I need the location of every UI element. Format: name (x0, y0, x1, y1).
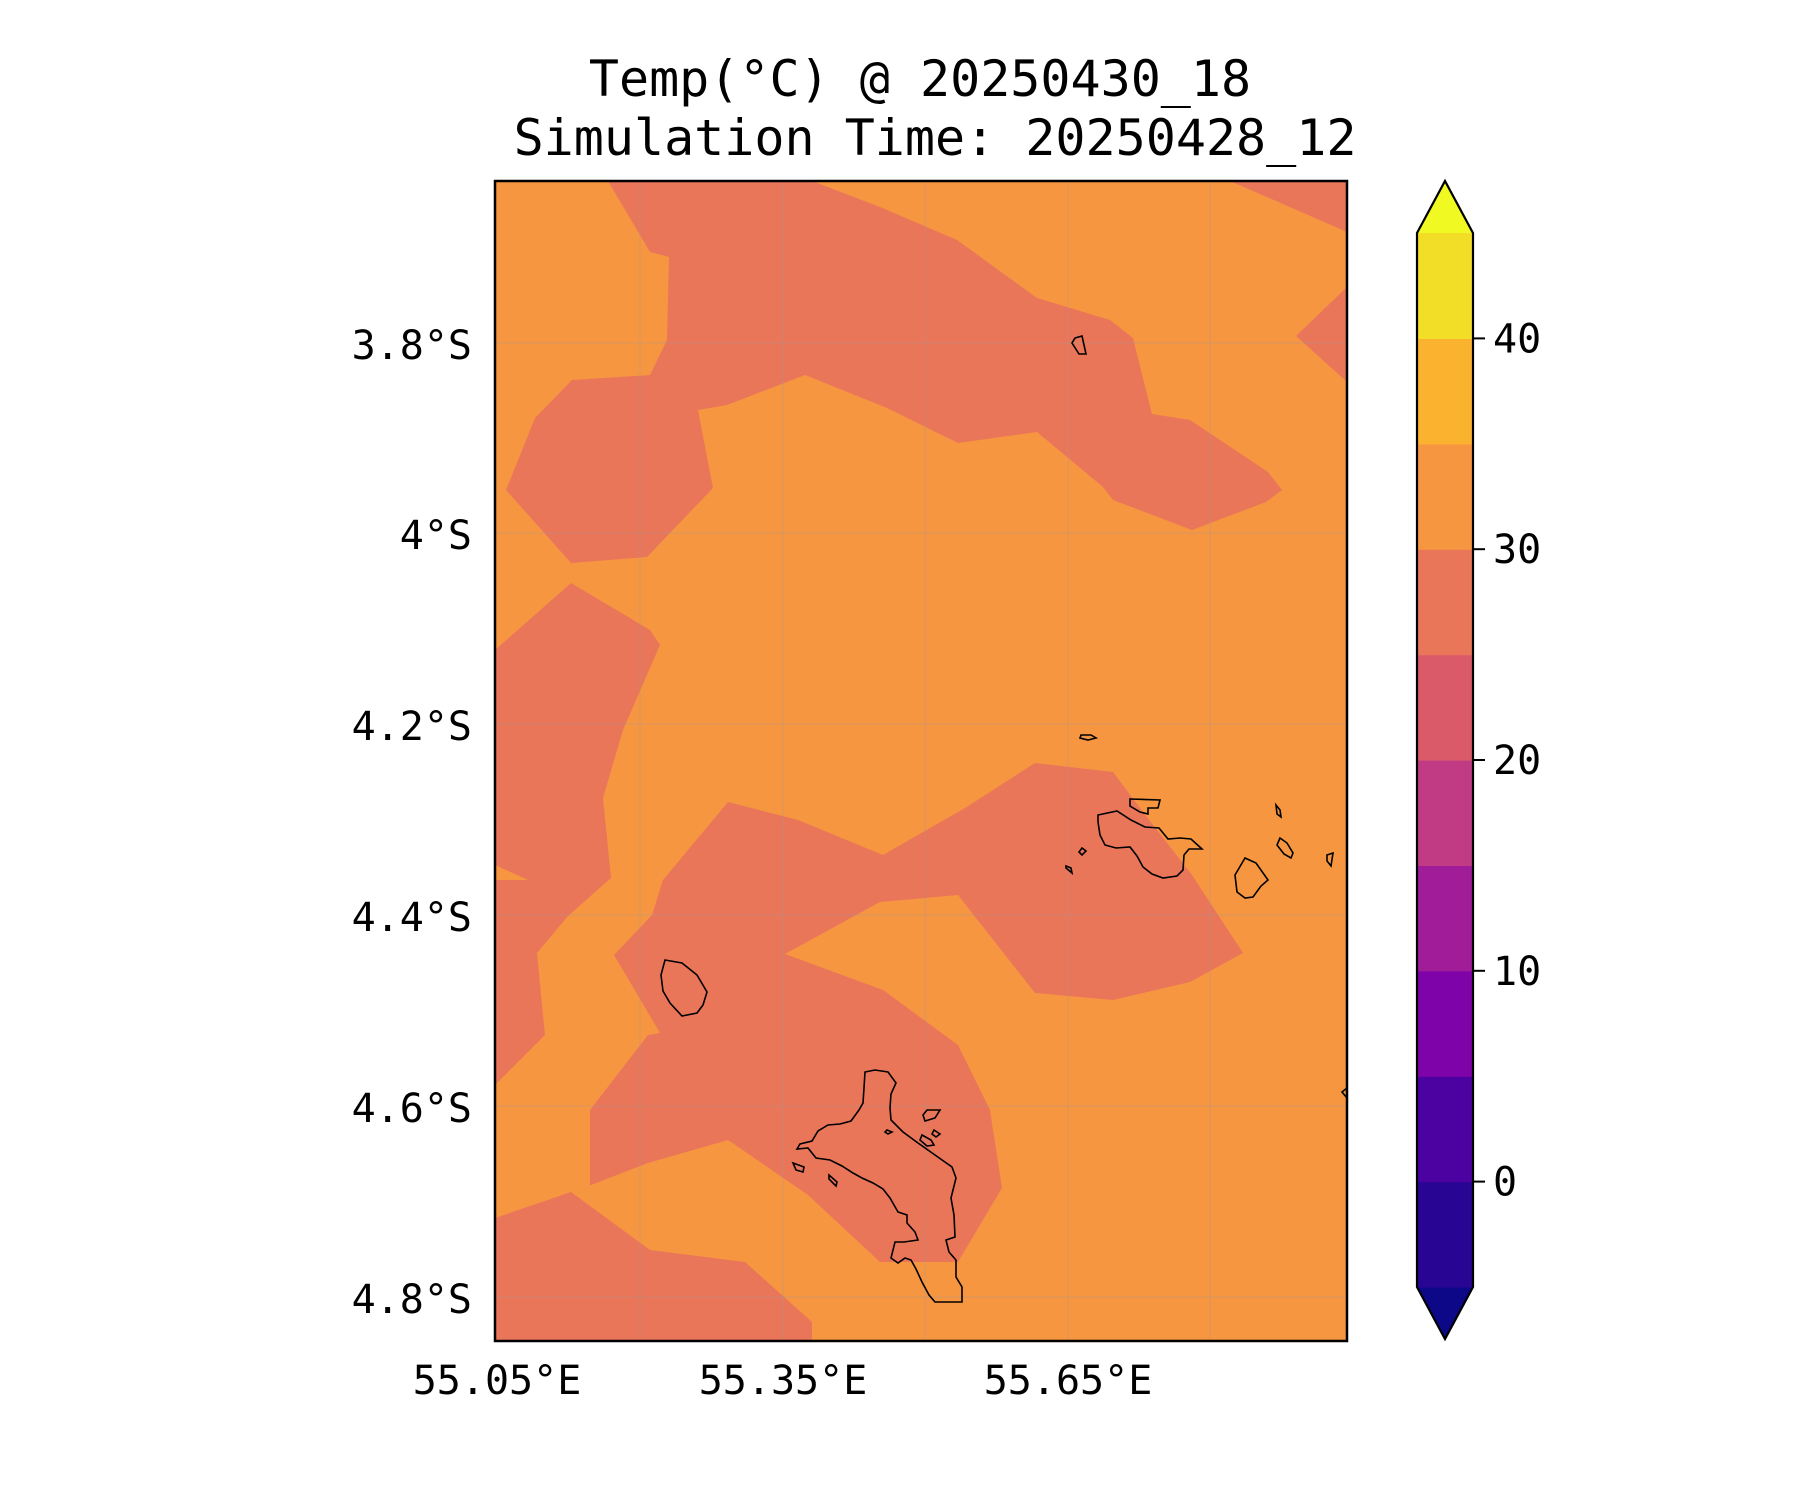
lat-tick-label: 4.4°S (352, 895, 472, 941)
map-panel (495, 181, 1347, 1341)
coastline-felicite (1276, 836, 1294, 860)
region-northeast-tongue (1296, 287, 1347, 382)
colorbar-bin (1417, 443, 1473, 550)
coastlines (660, 334, 1347, 1303)
coastline-curieuse (1129, 798, 1162, 816)
colorbar: 0 10 20 30 40 (1415, 178, 1541, 1342)
colorbar-extend-high (1417, 181, 1473, 233)
colorbar-tick-label: 40 (1493, 316, 1541, 362)
title-line2: Simulation Time: 20250428_12 (514, 109, 1357, 167)
lon-tick-label: 55.35°E (699, 1358, 868, 1404)
coastline-ste-anne (922, 1109, 942, 1122)
latitude-axis: 3.8°S 4°S 4.2°S 4.4°S 4.6°S 4.8°S (352, 323, 472, 1323)
region-upper-band (506, 181, 1282, 563)
coastline-therese (791, 1161, 805, 1174)
region-north (495, 181, 1347, 232)
coastline-silhouette (660, 959, 708, 1017)
region-southwest (495, 1192, 812, 1341)
colorbar-tick-label: 10 (1493, 949, 1541, 995)
colorbar-tick-label: 20 (1493, 738, 1541, 784)
colorbar-bin (1417, 338, 1473, 445)
colorbar-bin (1417, 549, 1473, 656)
coastline-islet-2 (1078, 734, 1099, 741)
lon-tick-label: 55.05°E (413, 1358, 582, 1404)
coastline-islet-3 (1077, 846, 1088, 857)
coastline-islet-1 (1071, 334, 1087, 355)
colorbar-bin (1417, 970, 1473, 1077)
coastline-islet-6 (1326, 851, 1334, 868)
lat-tick-label: 4.8°S (352, 1277, 472, 1323)
colorbar-bin (1417, 654, 1473, 761)
longitude-axis: 55.05°E 55.35°E 55.65°E (413, 1358, 1153, 1404)
colorbar-tick-label: 30 (1493, 527, 1541, 573)
colorbar-bin (1417, 1181, 1473, 1288)
coastline-islet-4 (1065, 864, 1074, 876)
map-frame (493, 179, 1349, 1343)
region-central (590, 763, 1243, 1262)
colorbar-tick-label: 0 (1493, 1160, 1517, 1206)
colorbar-outline (1415, 178, 1475, 1342)
region-west (495, 583, 660, 1085)
lat-tick-label: 3.8°S (352, 323, 472, 369)
lat-tick-label: 4.6°S (352, 1086, 472, 1132)
coastline-praslin (1097, 810, 1205, 879)
colorbar-extend-low (1417, 1287, 1473, 1339)
coastline-mahe (795, 1069, 963, 1303)
lat-tick-label: 4.2°S (352, 704, 472, 750)
coastline-la-digue (1234, 856, 1270, 899)
coastline-islet-7 (1340, 1087, 1347, 1099)
coastline-mahe-islet (883, 1129, 894, 1135)
colorbar-bin (1417, 1076, 1473, 1183)
temperature-regions (495, 181, 1347, 1341)
coastline-round (930, 1128, 942, 1138)
coastline-conception (828, 1173, 838, 1188)
lat-tick-label: 4°S (400, 513, 472, 559)
colorbar-bin (1417, 760, 1473, 866)
coastline-islet-5 (1274, 802, 1283, 819)
title-line1: Temp(°C) @ 20250430_18 (589, 50, 1251, 108)
coastline-cerf (919, 1133, 936, 1147)
map-gridlines (495, 181, 1347, 1341)
colorbar-bin (1417, 865, 1473, 972)
lon-tick-label: 55.65°E (984, 1358, 1153, 1404)
colorbar-bin (1417, 233, 1473, 339)
